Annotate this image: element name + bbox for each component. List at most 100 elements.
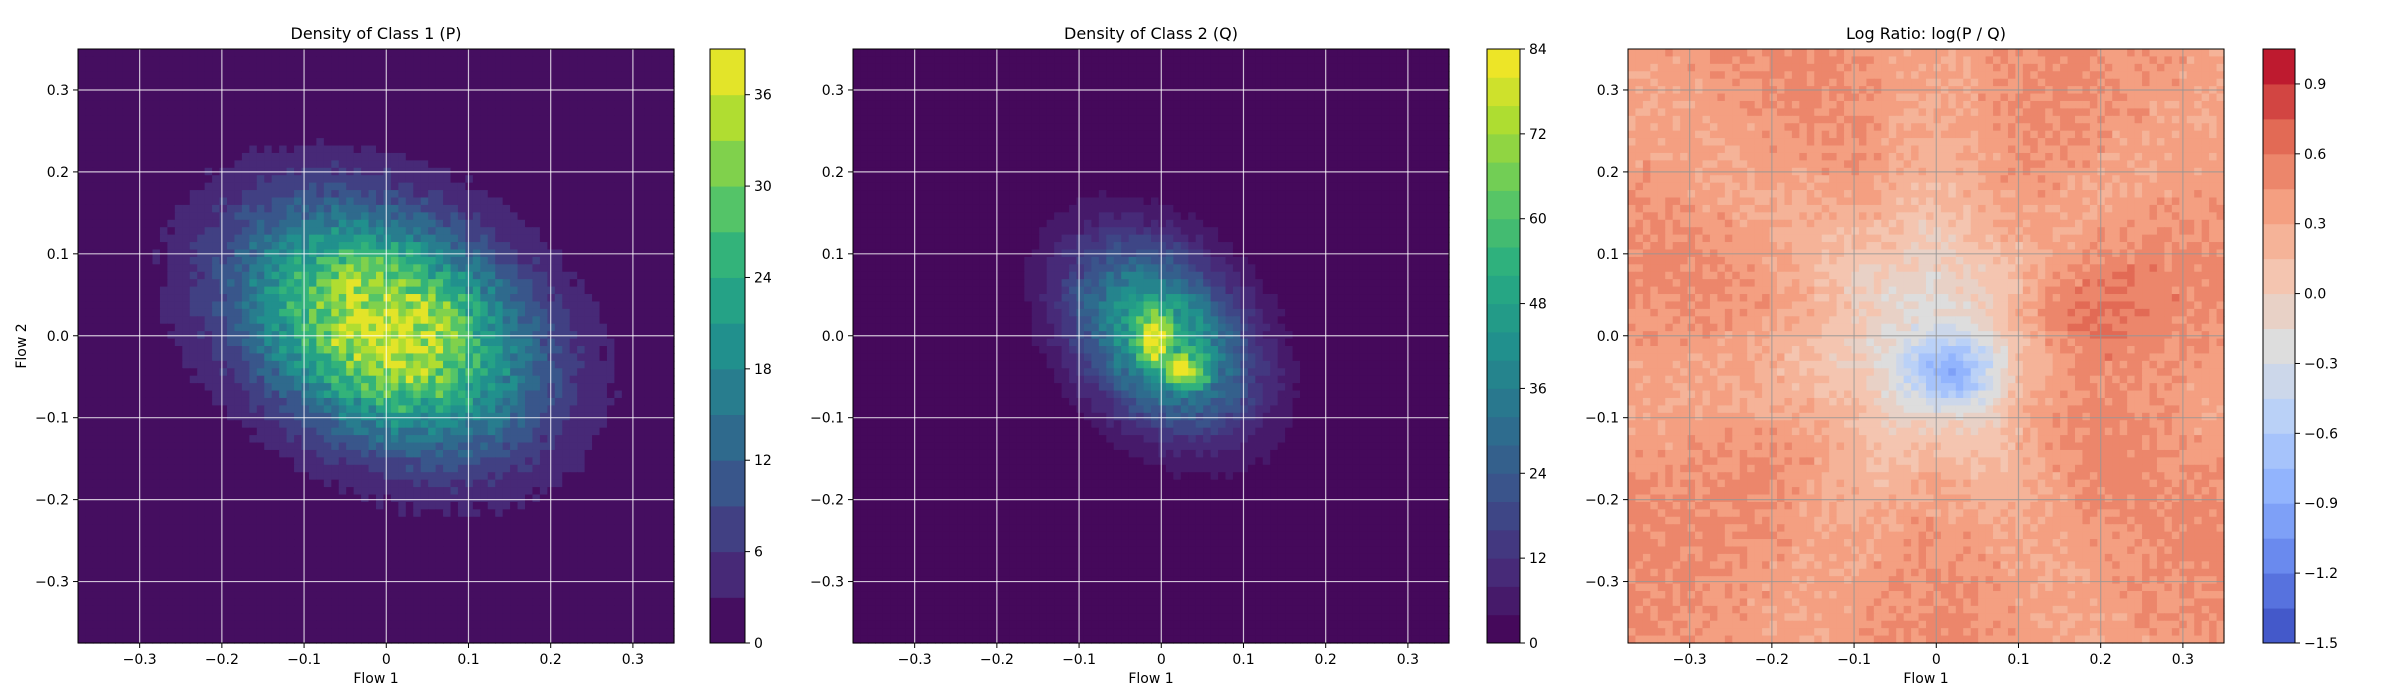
heatmap-cell — [592, 308, 601, 317]
heatmap-cell — [547, 175, 556, 184]
heatmap-cell — [592, 501, 601, 510]
heatmap-cell — [167, 294, 176, 303]
heatmap-cell — [562, 123, 571, 132]
heatmap-cell — [621, 316, 630, 325]
heatmap-cell — [495, 227, 504, 236]
heatmap-cell — [159, 442, 168, 451]
heatmap-cell — [227, 227, 236, 236]
heatmap-cell — [539, 323, 548, 332]
heatmap-cell — [85, 271, 94, 280]
heatmap-cell — [308, 487, 317, 496]
heatmap-cell — [301, 227, 310, 236]
heatmap-cell — [651, 494, 660, 503]
heatmap-cell — [331, 472, 340, 481]
heatmap-cell — [145, 204, 154, 213]
heatmap-cell — [621, 383, 630, 392]
heatmap-cell — [361, 242, 370, 251]
heatmap-cell — [92, 494, 101, 503]
heatmap-cell — [443, 264, 452, 273]
heatmap-cell — [92, 286, 101, 295]
heatmap-cell — [100, 93, 109, 102]
heatmap-cell — [197, 115, 206, 124]
heatmap-cell — [308, 182, 317, 191]
heatmap-cell — [614, 138, 623, 147]
heatmap-cell — [502, 301, 511, 310]
heatmap-cell — [465, 286, 474, 295]
heatmap-cell — [353, 294, 362, 303]
heatmap-cell — [525, 279, 534, 288]
heatmap-cell — [666, 316, 675, 325]
heatmap-cell — [212, 175, 221, 184]
heatmap-cell — [227, 449, 236, 458]
heatmap-cell — [495, 501, 504, 510]
heatmap-cell — [420, 204, 429, 213]
heatmap-cell — [517, 219, 526, 228]
heatmap-cell — [532, 204, 541, 213]
heatmap-cell — [599, 115, 608, 124]
heatmap-cell — [562, 427, 571, 436]
heatmap-cell — [428, 115, 437, 124]
heatmap-cell — [197, 442, 206, 451]
heatmap-cell — [368, 442, 377, 451]
heatmap-cell — [376, 301, 385, 310]
heatmap-cell — [495, 190, 504, 199]
heatmap-cell — [510, 420, 519, 429]
heatmap-cell — [137, 420, 146, 429]
heatmap-cell — [636, 442, 645, 451]
heatmap-cell — [547, 130, 556, 139]
heatmap-cell — [510, 412, 519, 421]
heatmap-cell — [271, 368, 280, 377]
heatmap-cell — [480, 375, 489, 384]
heatmap-cell — [398, 353, 407, 362]
heatmap-cell — [539, 138, 548, 147]
heatmap-cell — [331, 182, 340, 191]
heatmap-cell — [256, 78, 265, 87]
heatmap-cell — [443, 420, 452, 429]
heatmap-cell — [145, 390, 154, 399]
heatmap-cell — [495, 242, 504, 251]
heatmap-cell — [510, 360, 519, 369]
heatmap-cell — [562, 449, 571, 458]
heatmap-cell — [256, 190, 265, 199]
heatmap-cell — [294, 435, 303, 444]
heatmap-cell — [487, 234, 496, 243]
heatmap-cell — [301, 190, 310, 199]
heatmap-cell — [338, 487, 347, 496]
heatmap-cell — [308, 368, 317, 377]
heatmap-cell — [167, 375, 176, 384]
heatmap-cell — [487, 227, 496, 236]
heatmap-cell — [308, 130, 317, 139]
heatmap-cell — [621, 420, 630, 429]
heatmap-cell — [346, 301, 355, 310]
heatmap-cell — [294, 115, 303, 124]
heatmap-cell — [308, 138, 317, 147]
heatmap-cell — [636, 49, 645, 58]
heatmap-cell — [502, 286, 511, 295]
heatmap-cell — [659, 449, 668, 458]
heatmap-cell — [659, 138, 668, 147]
heatmap-cell — [487, 323, 496, 332]
heatmap-cell — [644, 115, 653, 124]
heatmap-cell — [189, 368, 198, 377]
heatmap-cell — [547, 49, 556, 58]
heatmap-cell — [428, 56, 437, 65]
heatmap-cell — [644, 108, 653, 117]
heatmap-cell — [353, 427, 362, 436]
heatmap-cell — [189, 375, 198, 384]
heatmap-cell — [122, 479, 131, 488]
heatmap-cell — [271, 294, 280, 303]
heatmap-cell — [227, 197, 236, 206]
heatmap-cell — [197, 234, 206, 243]
heatmap-cell — [502, 264, 511, 273]
heatmap-cell — [130, 242, 139, 251]
heatmap-cell — [390, 368, 399, 377]
heatmap-cell — [107, 182, 116, 191]
heatmap-cell — [159, 405, 168, 414]
heatmap-cell — [78, 316, 87, 325]
heatmap-cell — [256, 397, 265, 406]
heatmap-cell — [271, 420, 280, 429]
heatmap-cell — [443, 316, 452, 325]
heatmap-cell — [182, 442, 191, 451]
heatmap-cell — [241, 405, 250, 414]
heatmap-cell — [644, 457, 653, 466]
